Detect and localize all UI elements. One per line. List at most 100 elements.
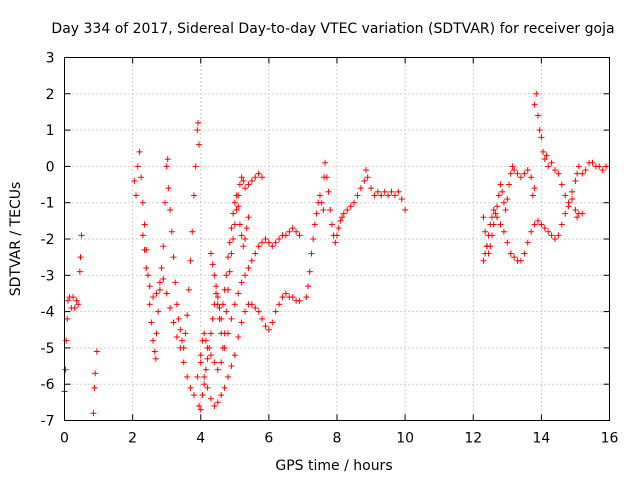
data-point <box>163 163 170 170</box>
data-point <box>141 246 148 253</box>
data-point <box>310 236 317 242</box>
data-point <box>238 319 245 326</box>
data-point <box>238 174 245 181</box>
data-point <box>524 239 531 246</box>
data-point <box>158 265 165 272</box>
data-point <box>179 337 186 344</box>
data-point <box>230 236 237 242</box>
data-point <box>328 221 335 228</box>
data-point <box>500 228 507 235</box>
data-point <box>228 315 235 322</box>
data-point <box>231 352 238 359</box>
data-point <box>92 370 99 377</box>
data-point <box>214 301 221 308</box>
data-point <box>190 192 197 199</box>
data-point <box>558 181 565 188</box>
data-point <box>197 406 204 413</box>
data-point <box>233 192 240 199</box>
data-point <box>139 232 146 239</box>
data-point <box>197 352 204 359</box>
data-point <box>242 185 249 192</box>
data-point <box>238 232 245 239</box>
y-tick-label: -7 <box>41 414 55 430</box>
data-point <box>201 381 208 388</box>
data-point <box>555 232 562 239</box>
data-point <box>211 402 218 409</box>
data-point <box>495 192 502 199</box>
data-point <box>93 348 100 355</box>
data-point <box>545 228 552 235</box>
data-point <box>497 221 504 228</box>
data-point <box>225 254 231 261</box>
data-point <box>252 174 259 181</box>
data-point <box>248 177 255 184</box>
data-point <box>175 315 182 322</box>
data-point <box>504 196 511 203</box>
data-point <box>385 192 392 199</box>
data-point <box>306 268 313 275</box>
x-tick-label: 12 <box>464 431 482 447</box>
y-tick-label: 1 <box>46 123 55 139</box>
data-point <box>504 239 511 246</box>
data-point <box>492 210 499 217</box>
data-point <box>538 134 545 141</box>
data-point <box>245 214 252 221</box>
data-point <box>150 294 157 301</box>
data-point <box>231 199 238 206</box>
data-point <box>534 217 541 224</box>
data-point <box>153 290 160 297</box>
data-point <box>494 203 501 210</box>
data-point <box>531 221 538 228</box>
data-point <box>506 181 513 188</box>
data-point <box>579 170 586 177</box>
data-point <box>164 156 171 163</box>
data-point <box>293 228 300 235</box>
data-point <box>146 301 153 308</box>
data-point <box>167 304 174 311</box>
data-point <box>197 359 204 366</box>
data-point <box>325 188 332 195</box>
data-point <box>196 402 203 409</box>
data-point <box>276 301 283 308</box>
y-tick-label: -4 <box>41 305 55 321</box>
data-point <box>488 214 495 221</box>
data-point <box>540 148 547 155</box>
data-point <box>231 301 238 308</box>
data-point <box>207 330 214 337</box>
data-point <box>323 174 330 181</box>
data-point <box>255 243 262 250</box>
data-point <box>194 127 201 134</box>
data-point <box>344 206 351 213</box>
data-point <box>322 159 329 166</box>
data-point <box>374 188 381 195</box>
data-point <box>211 359 218 366</box>
data-point <box>245 265 252 272</box>
data-point <box>219 301 226 308</box>
x-tick-label: 10 <box>396 431 414 447</box>
data-point <box>177 326 184 333</box>
x-tick-label: 6 <box>264 431 273 447</box>
data-point <box>362 167 369 174</box>
data-point <box>211 272 218 279</box>
data-point <box>134 163 141 170</box>
data-point <box>231 221 238 228</box>
data-point <box>236 181 243 188</box>
data-point <box>536 127 543 134</box>
data-point <box>327 206 334 213</box>
data-point <box>511 254 518 261</box>
data-point <box>192 163 199 170</box>
data-point <box>395 188 402 195</box>
data-point <box>480 214 487 221</box>
data-point <box>223 308 230 315</box>
data-point <box>155 308 162 315</box>
data-point <box>182 330 189 337</box>
data-point <box>262 236 269 242</box>
x-tick-label: 0 <box>60 431 69 447</box>
data-point <box>548 232 555 239</box>
data-point <box>531 101 538 108</box>
data-point <box>507 250 514 257</box>
x-tick-label: 4 <box>196 431 205 447</box>
data-point <box>202 366 209 373</box>
data-point <box>289 225 296 232</box>
data-point <box>574 214 581 221</box>
